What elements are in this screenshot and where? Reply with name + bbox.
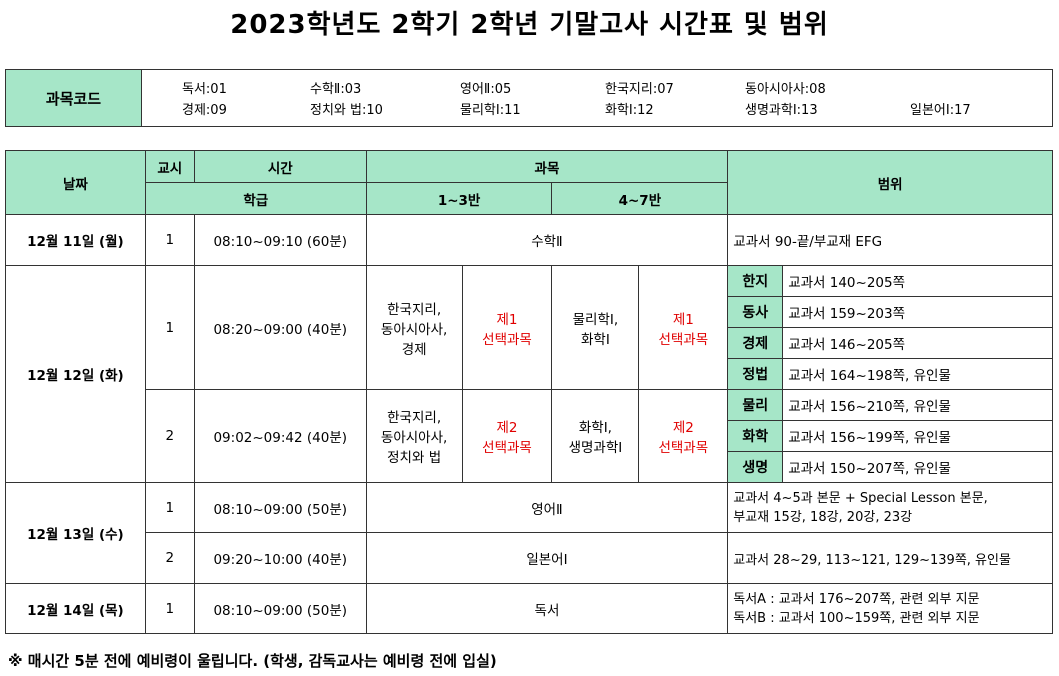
scope-text: 교과서 140~205쪽 (782, 265, 1053, 297)
exam-period: 2 (144, 389, 195, 483)
subject-code-label: 과목코드 (5, 69, 142, 127)
exam-period: 1 (144, 482, 195, 533)
header-scope: 범위 (727, 150, 1053, 215)
exam-date: 12월 12일 (화) (5, 265, 146, 483)
code-item: 수학Ⅱ:03 (310, 82, 362, 97)
scope-subject-label: 생명 (727, 451, 784, 483)
header-grade: 학급 (144, 182, 367, 215)
scope-subject-label: 정법 (727, 358, 784, 390)
elective-subjects-4-7: 화학Ⅰ, 생명과학Ⅰ (551, 389, 640, 483)
scope-subject-label: 화학 (727, 420, 784, 452)
elective-subjects-1-3: 한국지리, 동아시아사, 경제 (365, 265, 463, 390)
elective-label-4-7: 제2 선택과목 (638, 389, 729, 483)
exam-time: 09:02~09:42 (40분) (193, 389, 367, 483)
exam-time: 08:20~09:00 (40분) (193, 265, 367, 390)
exam-period: 1 (144, 214, 195, 266)
page-title: 2023학년도 2학기 2학년 기말고사 시간표 및 범위 (230, 10, 829, 40)
code-item: 한국지리:07 (605, 82, 674, 97)
exam-date: 12월 14일 (목) (5, 583, 146, 634)
exam-time: 08:10~09:00 (50분) (193, 482, 367, 533)
code-item (910, 78, 1010, 97)
code-item: 동아시아사:08 (745, 82, 826, 97)
elective-label-1-3: 제2 선택과목 (461, 389, 553, 483)
exam-subject: 일본어Ⅰ (365, 532, 729, 584)
exam-time: 08:10~09:00 (50분) (193, 583, 367, 634)
code-item: 정치와 법:10 (310, 103, 383, 118)
exam-scope: 교과서 90-끝/부교재 EFG (727, 214, 1053, 266)
table-row: 12월 13일 (수) 1 08:10~09:00 (50분) 영어Ⅱ 교과서 … (5, 482, 1053, 584)
header-period: 교시 (144, 150, 195, 183)
header-class-4-7: 4~7반 (551, 182, 729, 215)
scope-subject-label: 동사 (727, 296, 784, 328)
subject-code-list: 독서:01 수학Ⅱ:03 영어Ⅱ:05 한국지리:07 동아시아사:08 경제:… (141, 69, 1053, 127)
scope-text: 교과서 164~198쪽, 유인물 (782, 358, 1053, 390)
exam-subject: 독서 (365, 583, 729, 634)
elective-subjects-4-7: 물리학Ⅰ, 화학Ⅰ (551, 265, 640, 390)
scope-text: 교과서 156~199쪽, 유인물 (782, 420, 1053, 452)
exam-period: 1 (144, 583, 195, 634)
exam-period: 1 (144, 265, 195, 390)
footnote: ※ 매시간 5분 전에 예비령이 울립니다. (학생, 감독교사는 예비령 전에… (8, 652, 497, 670)
code-item: 일본어Ⅰ:17 (910, 103, 971, 118)
table-row: 2 09:02~09:42 (40분) 한국지리, 동아시아사, 정치와 법 제… (6, 389, 1053, 483)
exam-scope: 독서A : 교과서 176~207쪽, 관련 외부 지문 독서B : 교과서 1… (727, 583, 1053, 634)
exam-subject: 영어Ⅱ (365, 482, 729, 533)
table-row: 12월 14일 (목) 1 08:10~09:00 (50분) 독서 독서A :… (5, 583, 1053, 634)
scope-text: 교과서 159~203쪽 (782, 296, 1053, 328)
exam-subject: 수학Ⅱ (365, 214, 729, 266)
code-item: 경제:09 (182, 103, 227, 118)
scope-subject-label: 물리 (727, 389, 784, 421)
code-item: 화학Ⅰ:12 (605, 103, 654, 118)
header-time: 시간 (193, 150, 367, 183)
exam-scope: 교과서 4~5과 본문 + Special Lesson 본문, 부교재 15강… (727, 482, 1053, 533)
table-row: 2 09:20~10:00 (40분) 일본어Ⅰ 교과서 28~29, 113~… (6, 532, 1053, 584)
elective-label-4-7: 제1 선택과목 (638, 265, 729, 390)
table-row: 12월 12일 (화) 1 08:20~09:00 (40분) 한국지리, 동아… (5, 265, 1053, 483)
exam-schedule-table: 날짜 교시 시간 과목 범위 학급 1~3반 4~7반 12월 11일 (월) … (5, 150, 1053, 634)
exam-time: 09:20~10:00 (40분) (193, 532, 367, 584)
header-date: 날짜 (5, 150, 146, 215)
code-item: 생명과학Ⅰ:13 (745, 103, 818, 118)
exam-date: 12월 13일 (수) (5, 482, 146, 584)
scope-text: 교과서 146~205쪽 (782, 327, 1053, 359)
header-class-1-3: 1~3반 (365, 182, 553, 215)
elective-label-1-3: 제1 선택과목 (461, 265, 553, 390)
exam-time: 08:10~09:10 (60분) (193, 214, 367, 266)
scope-subject-label: 경제 (727, 327, 784, 359)
exam-period: 2 (144, 532, 195, 584)
scope-text: 교과서 156~210쪽, 유인물 (782, 389, 1053, 421)
code-item: 물리학Ⅰ:11 (460, 103, 521, 118)
elective-subjects-1-3: 한국지리, 동아시아사, 정치와 법 (365, 389, 463, 483)
header-subject: 과목 (365, 150, 729, 183)
scope-subject-label: 한지 (727, 265, 784, 297)
table-row: 12월 11일 (월) 1 08:10~09:10 (60분) 수학Ⅱ 교과서 … (5, 214, 1053, 266)
code-item: 독서:01 (182, 82, 227, 97)
scope-text: 교과서 150~207쪽, 유인물 (782, 451, 1053, 483)
code-item: 영어Ⅱ:05 (460, 82, 512, 97)
exam-date: 12월 11일 (월) (5, 214, 146, 266)
exam-scope: 교과서 28~29, 113~121, 129~139쪽, 유인물 (727, 532, 1053, 584)
subject-code-table: 과목코드 독서:01 수학Ⅱ:03 영어Ⅱ:05 한국지리:07 동아시아사:0… (5, 69, 1053, 127)
